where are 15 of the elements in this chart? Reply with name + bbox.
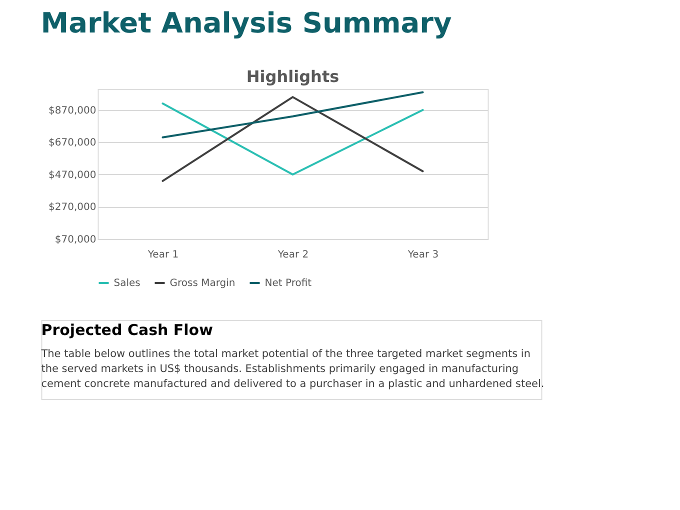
- text: Projected Cash Flow: [41, 321, 214, 339]
- y-tick-label: $470,000: [48, 170, 96, 181]
- text: The table below outlines the total market potential of the three targeted market segments in the served markets in US$ thousands. Establishments primarily engaged in manufacturing cement concrete manufactured and delivered to a purchaser in a plastic and unhardened steel.: [40, 348, 544, 390]
- legend-label: Net Profit: [264, 278, 312, 289]
- x-tick-label: Year 3: [406, 250, 439, 260]
- y-tick-label: $870,000: [48, 105, 96, 116]
- legend-label: Gross Margin: [170, 278, 236, 289]
- chart-subtitle: Highlights: [246, 67, 340, 86]
- chart-title: Market Analysis Summary: [40, 6, 452, 40]
- legend-label: Sales: [114, 278, 140, 289]
- y-tick-label: $270,000: [48, 202, 96, 214]
- x-tick-label: Year 1: [146, 250, 179, 260]
- y-tick-label: $70,000: [54, 234, 96, 246]
- y-tick-label: $670,000: [48, 138, 96, 149]
- x-tick-label: Year 2: [276, 250, 309, 260]
